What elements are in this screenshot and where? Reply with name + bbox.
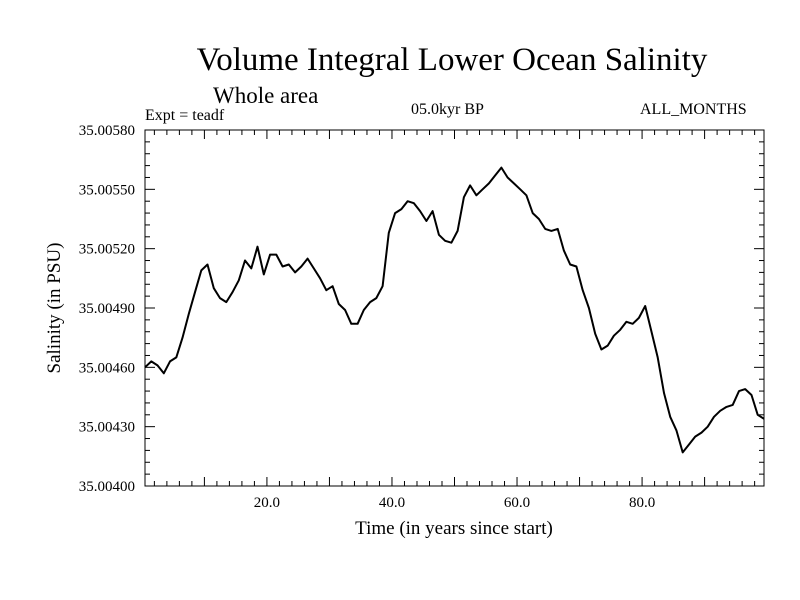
y-tick-label: 35.00520 [79,242,135,258]
x-tick-label: 40.0 [379,495,405,511]
y-tick-label: 35.00490 [79,301,135,317]
ticks-layer: 20.0 40.0 60.0 80.0 35.00400 35.00430 35.00460… [79,123,764,511]
experiment-label: Expt = teadf [145,107,225,124]
period-label: 05.0kyr BP [411,101,484,118]
series-line-teadf [144,166,765,454]
y-tick-label: 35.00580 [79,123,135,139]
x-tick-label: 80.0 [629,495,655,511]
months-label: ALL_MONTHS [640,101,747,118]
x-tick-label: 60.0 [504,495,530,511]
plot-frame [144,129,765,487]
y-axis-label: Salinity (in PSU) [44,243,65,374]
y-tick-label: 35.00460 [79,360,135,376]
y-tick-label: 35.00550 [79,182,135,198]
x-axis-label: Time (in years since start) [355,518,553,539]
chart-title: Volume Integral Lower Ocean Salinity [196,42,708,78]
chart-subtitle: Whole area [213,83,319,108]
y-tick-label: 35.00400 [79,479,135,495]
x-tick-label: 20.0 [254,495,280,511]
y-tick-label: 35.00430 [79,420,135,436]
